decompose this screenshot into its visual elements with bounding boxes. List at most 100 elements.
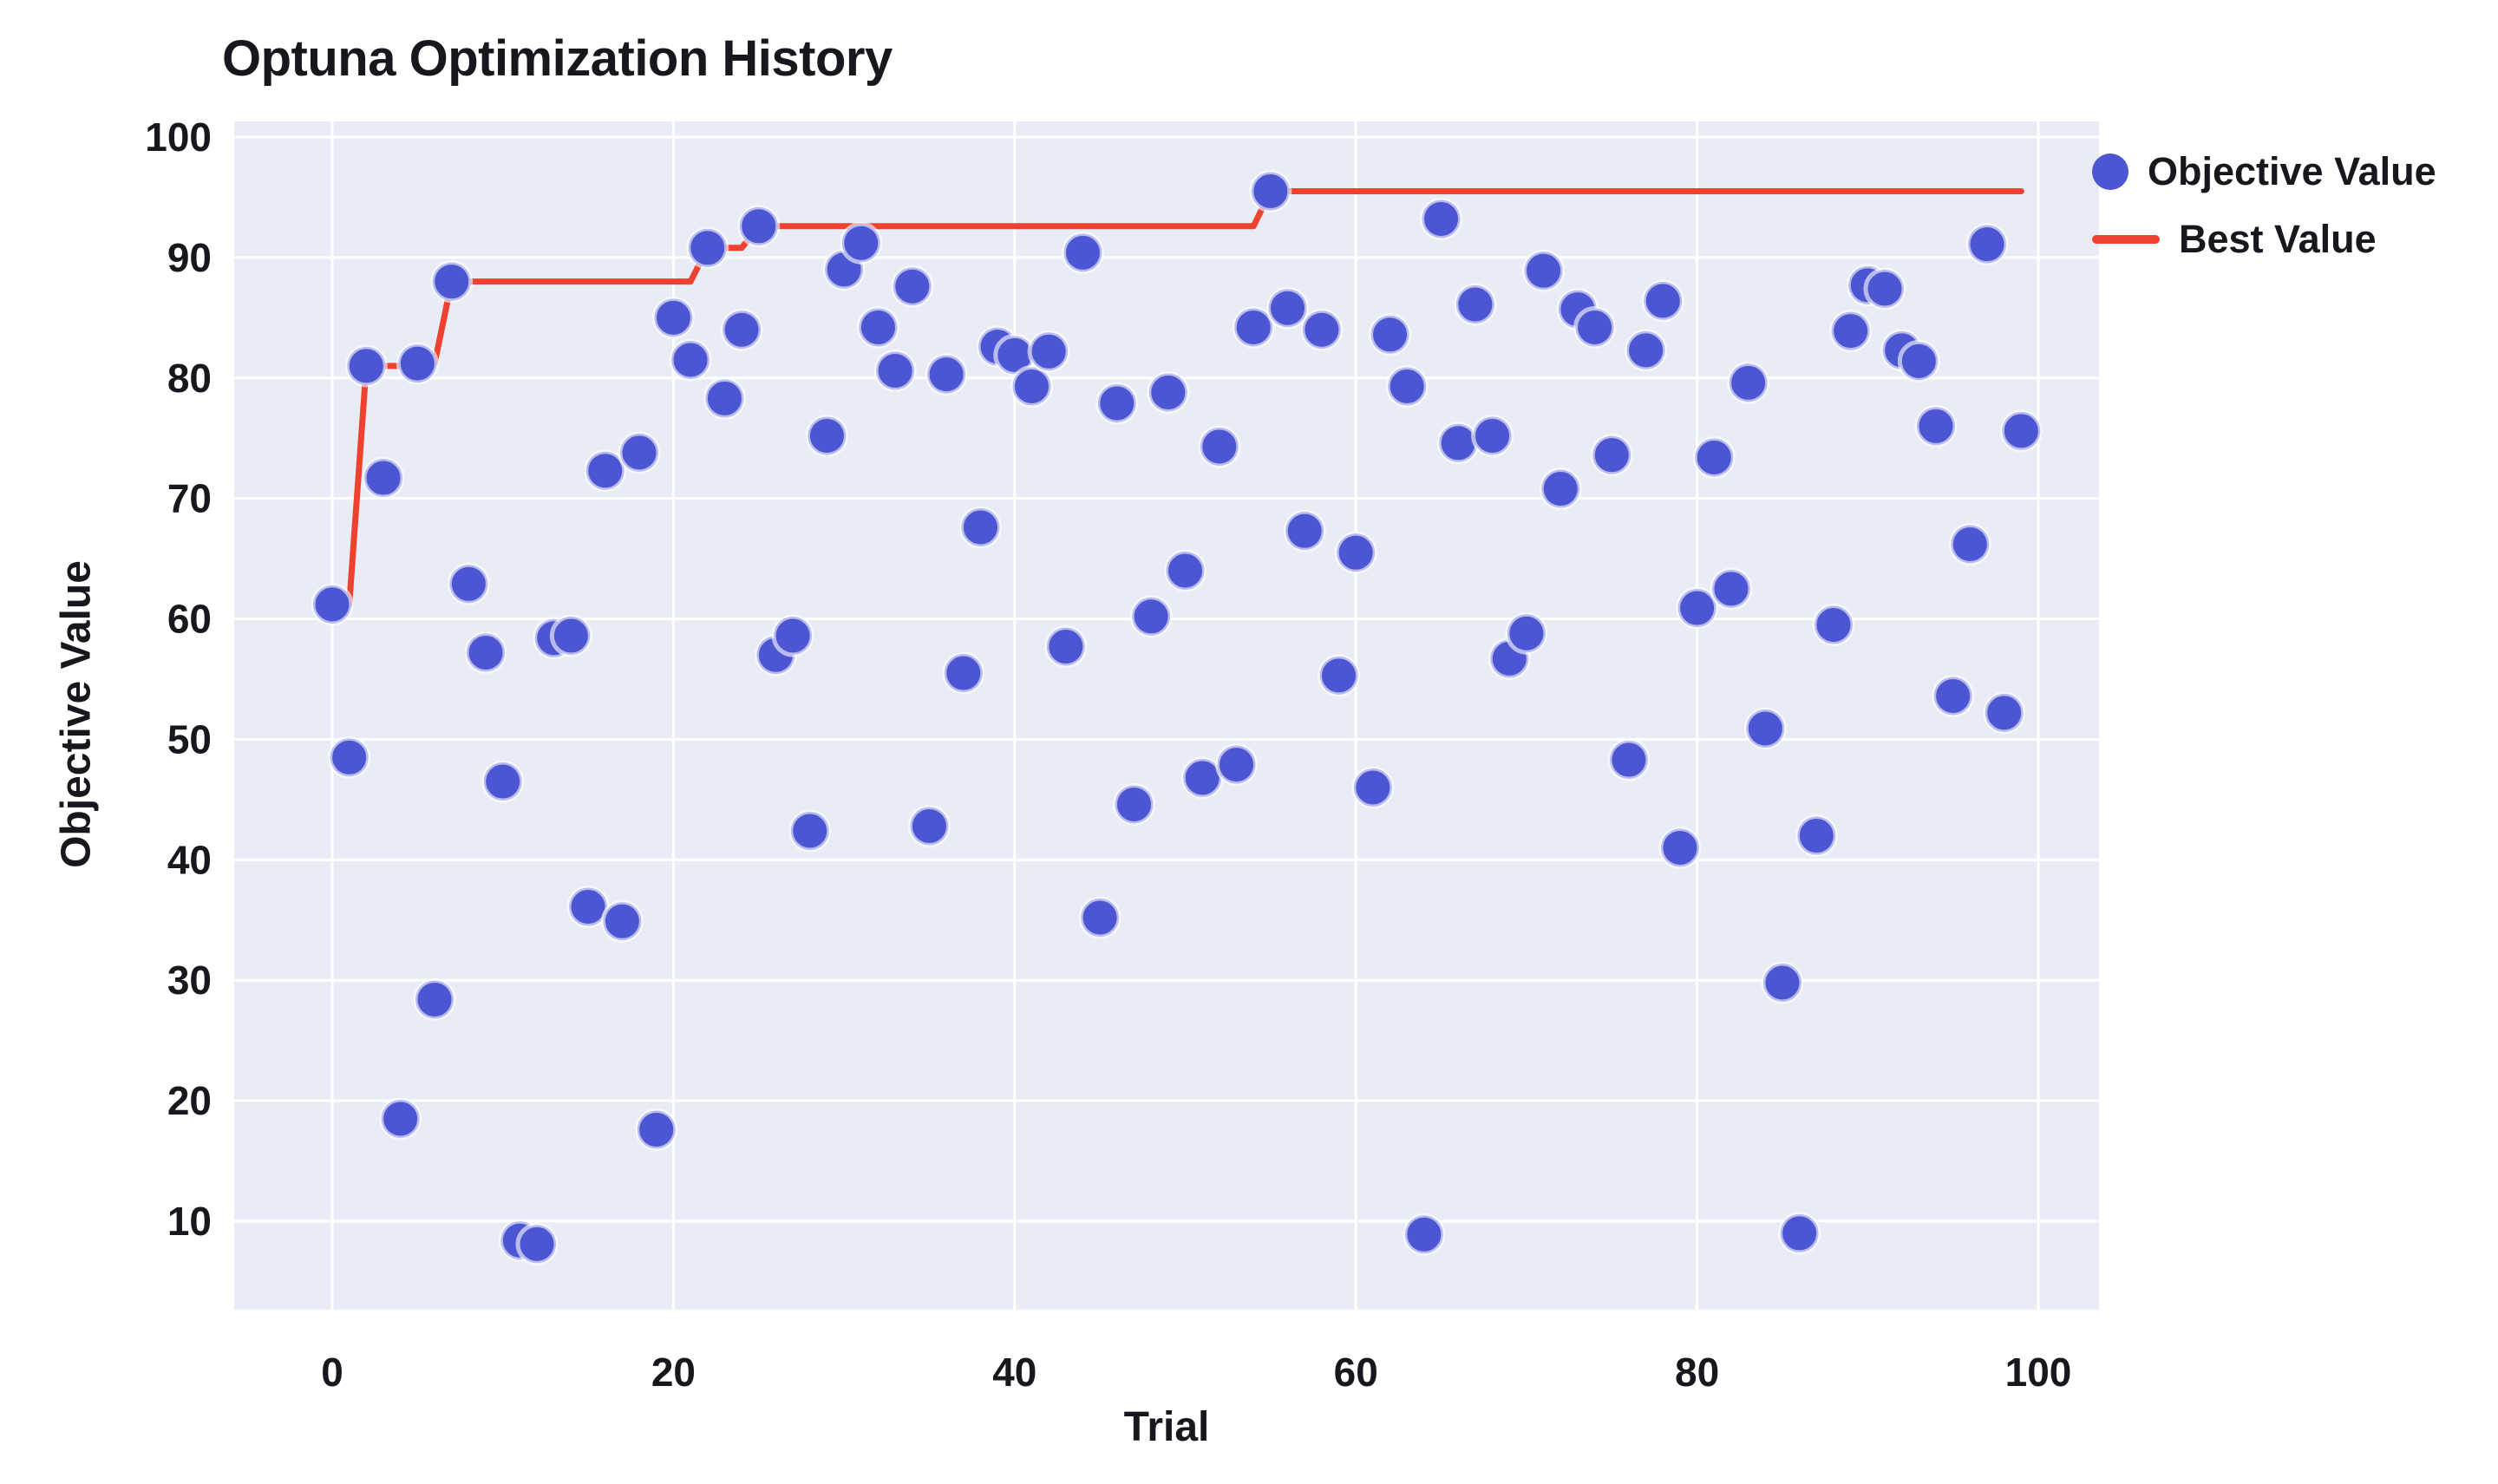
objective-value-point[interactable] (396, 342, 439, 385)
objective-value-point[interactable] (1710, 567, 1753, 611)
objective-value-point[interactable] (1539, 467, 1582, 511)
objective-value-point[interactable] (1420, 197, 1463, 240)
objective-value-point[interactable] (464, 631, 507, 674)
objective-value-point[interactable] (1727, 361, 1770, 404)
objective-value-point[interactable] (925, 353, 968, 396)
x-tick-label: 80 (1675, 1350, 1719, 1395)
y-tick-label: 20 (167, 1078, 212, 1123)
objective-value-point[interactable] (1983, 691, 2026, 735)
chart-title: Optuna Optimization History (222, 30, 893, 87)
objective-value-point[interactable] (1914, 404, 1958, 448)
objective-value-point[interactable] (1249, 170, 1292, 213)
objective-value-point[interactable] (1027, 330, 1070, 373)
objective-value-point[interactable] (669, 338, 712, 382)
objective-value-point[interactable] (1061, 231, 1104, 274)
objective-value-point[interactable] (1232, 305, 1275, 349)
objective-value-point[interactable] (703, 376, 746, 420)
objective-value-point[interactable] (311, 583, 354, 626)
objective-value-point[interactable] (1436, 422, 1480, 465)
y-tick-label: 90 (167, 235, 212, 280)
objective-value-point[interactable] (651, 296, 695, 339)
best-value-line (329, 188, 2024, 608)
objective-value-point[interactable] (1266, 286, 1310, 330)
objective-value-point[interactable] (413, 977, 456, 1021)
objective-value-point[interactable] (1829, 310, 1873, 353)
objective-value-point[interactable] (447, 562, 490, 605)
objective-value-point[interactable] (1010, 365, 1053, 409)
objective-value-point[interactable] (1351, 766, 1395, 809)
objective-value-point[interactable] (840, 221, 883, 265)
objective-value-point[interactable] (1129, 595, 1173, 638)
objective-value-point[interactable] (805, 414, 848, 457)
objective-value-point[interactable] (1692, 435, 1736, 479)
objective-value-point[interactable] (1215, 743, 1259, 787)
objective-value-point[interactable] (1625, 329, 1668, 372)
objective-value-point[interactable] (1334, 531, 1377, 574)
objective-value-point[interactable] (1812, 604, 1855, 647)
objective-value-point[interactable] (1522, 249, 1566, 292)
objective-value-point[interactable] (1403, 1213, 1446, 1256)
objective-value-point[interactable] (720, 308, 763, 351)
objective-value-point[interactable] (1505, 611, 1548, 655)
objective-value-point[interactable] (1471, 414, 1514, 457)
objective-value-point[interactable] (1164, 549, 1206, 592)
objective-value-point[interactable] (788, 809, 832, 853)
objective-value-point[interactable] (1147, 370, 1190, 414)
objective-value-point[interactable] (1641, 279, 1684, 323)
objective-value-point[interactable] (1369, 313, 1412, 356)
objective-value-point[interactable] (430, 260, 474, 304)
objective-value-point[interactable] (686, 226, 729, 270)
objective-value-point[interactable] (1999, 409, 2043, 453)
objective-value-point[interactable] (1658, 826, 1702, 869)
objective-value-point[interactable] (549, 614, 592, 657)
x-tick-label: 0 (321, 1350, 343, 1395)
objective-value-point[interactable] (1573, 305, 1617, 349)
objective-value-point[interactable] (1761, 961, 1804, 1004)
objective-value-point[interactable] (1095, 382, 1139, 425)
objective-value-point[interactable] (328, 735, 371, 779)
objective-value-point[interactable] (856, 305, 899, 349)
legend-item-objective-value[interactable]: Objective Value (2092, 149, 2436, 194)
objective-value-point[interactable] (635, 1108, 678, 1151)
legend-item-best-value[interactable]: Best Value (2092, 217, 2436, 262)
best-value-line-icon (2092, 235, 2160, 244)
objective-value-point[interactable] (907, 804, 951, 847)
objective-value-point[interactable] (618, 431, 661, 474)
objective-value-point[interactable] (1948, 522, 1991, 565)
objective-value-point[interactable] (1676, 586, 1719, 630)
objective-value-point[interactable] (1897, 339, 1940, 382)
objective-value-point[interactable] (515, 1222, 559, 1265)
objective-value-point[interactable] (1283, 509, 1326, 552)
objective-value-point[interactable] (1743, 707, 1787, 750)
objective-value-point[interactable] (1932, 674, 1975, 717)
objective-value-point[interactable] (958, 506, 1002, 549)
objective-value-point[interactable] (379, 1097, 422, 1141)
objective-value-point[interactable] (1044, 625, 1088, 669)
objective-value-point[interactable] (1795, 814, 1838, 858)
objective-value-point[interactable] (1454, 283, 1497, 326)
objective-value-point[interactable] (1965, 223, 2009, 266)
objective-value-point[interactable] (1078, 896, 1121, 939)
objective-value-point[interactable] (1198, 425, 1241, 468)
objective-value-point[interactable] (737, 205, 781, 248)
objective-value-point[interactable] (584, 449, 627, 493)
objective-value-point[interactable] (891, 265, 934, 308)
objective-value-point[interactable] (1863, 267, 1906, 311)
y-tick-label: 30 (167, 958, 212, 1003)
objective-value-point[interactable] (1590, 434, 1633, 477)
objective-value-point[interactable] (771, 614, 814, 657)
objective-value-point[interactable] (1300, 308, 1344, 351)
objective-value-point[interactable] (1112, 782, 1155, 826)
objective-value-point[interactable] (600, 899, 644, 943)
objective-value-point[interactable] (344, 344, 388, 388)
objective-value-point[interactable] (942, 651, 985, 695)
objective-value-point[interactable] (1385, 365, 1429, 409)
objective-value-point[interactable] (362, 456, 405, 500)
objective-value-point[interactable] (1607, 738, 1651, 781)
objective-value-point[interactable] (1318, 654, 1361, 697)
objective-value-point[interactable] (873, 349, 917, 392)
objective-value-point[interactable] (481, 760, 525, 803)
objective-value-point[interactable] (1778, 1212, 1821, 1255)
